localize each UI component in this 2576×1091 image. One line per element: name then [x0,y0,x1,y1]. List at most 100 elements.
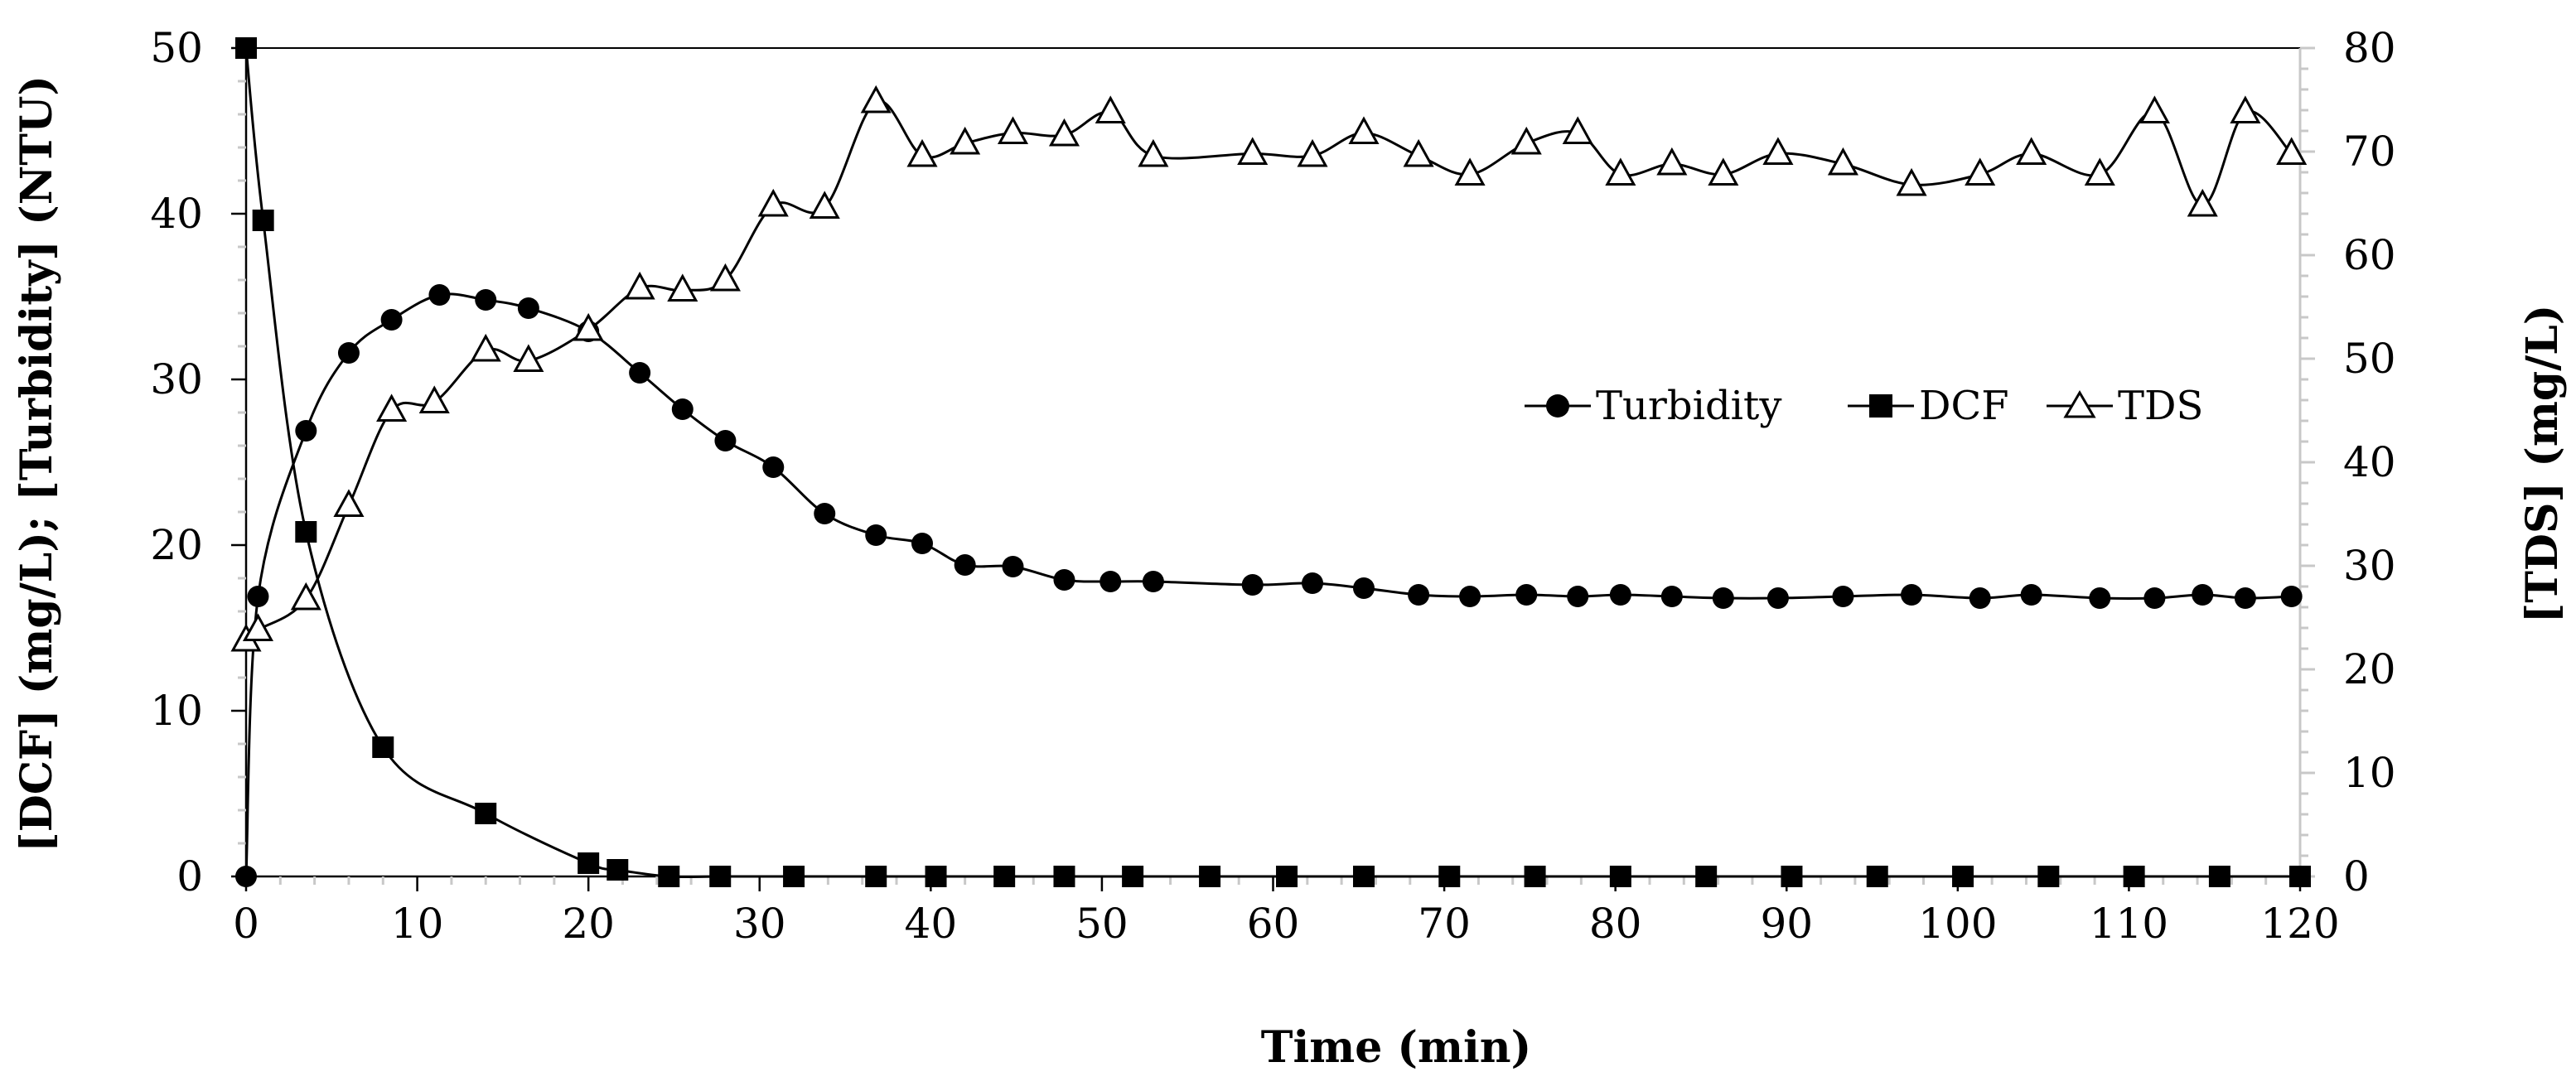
tds-point [1048,118,1080,147]
turbidity-point [1660,586,1683,607]
legend-turbidity-label: Turbidity [1596,383,1781,429]
turbidity-point [2234,587,2256,609]
legend-turbidity-marker [1546,394,1569,418]
dcf-point [1122,866,1144,887]
dcf-line [244,47,2300,879]
turbidity-point [714,430,737,451]
legend-tds-label: TDS [2118,383,2203,429]
turbidity-point [1053,569,1075,591]
x-tick-label: 110 [2090,900,2168,948]
tds-point [709,263,741,292]
dcf-point [925,866,947,887]
x-tick-label: 50 [1075,900,1129,948]
dcf-point [372,736,394,758]
turbidity-point [517,297,539,319]
legend-tds-marker [2063,390,2096,418]
y2-tick-label: 20 [2343,645,2396,693]
tds-point [242,613,274,641]
dcf-point [783,866,805,887]
turbidity-point [2280,586,2303,607]
y2-tick-label: 60 [2343,231,2396,279]
series-lines [244,47,2300,879]
x-tick-label: 20 [562,900,615,948]
dcf-point [865,866,887,887]
dcf-point [1781,866,1803,887]
turbidity-point [865,524,887,546]
tds-point [1605,157,1636,186]
tds-point [513,344,544,372]
x-tick-label: 40 [905,900,958,948]
tds-point [1896,167,1927,196]
x-axis-title: Time (min) [1261,1022,1531,1073]
tds-point [290,582,321,611]
y-axis-title: [DCF] (mg/L); [Turbidity] (NTU) [12,75,62,852]
turbidity-point [247,586,269,607]
turbidity-point [475,289,497,311]
turbidity-point [1766,587,1789,609]
dcf-point [993,866,1016,887]
dcf-point [1199,866,1221,887]
dcf-point [1524,866,1546,887]
tds-point [860,84,892,113]
dcf-point [1352,866,1375,887]
tds-point [376,393,408,422]
tds-point [573,312,604,341]
tds-point [1138,138,1169,167]
tds-point [1708,157,1739,186]
turbidity-point [1515,584,1538,606]
x-tick-label: 120 [2260,900,2339,948]
turbidity-point [1969,587,1991,609]
y-tick-label: 50 [150,24,203,72]
x-tick-label: 70 [1418,900,1471,948]
x-tick-label: 80 [1589,900,1642,948]
dcf-point [475,803,497,824]
y2-tick-label: 0 [2343,852,2370,900]
y2-tick-label: 80 [2343,24,2396,72]
turbidity-point [1832,586,1854,607]
tds-point [1827,147,1858,176]
legend-dcf-marker [1869,394,1892,418]
turbidity-point [1241,574,1264,596]
dcf-point [1276,866,1298,887]
tds-point [950,126,981,155]
dcf-point [295,521,317,543]
turbidity-point [428,284,451,306]
y-tick-label: 30 [150,355,203,403]
tds-point [809,191,840,219]
tds-point [1656,147,1688,176]
turbidity-point [1408,584,1430,606]
tds-point [1510,126,1542,155]
y2-axis-title: [TDS] (mg/L) [2517,305,2568,624]
tds-point [1237,137,1269,165]
tds-point [2084,157,2115,186]
turbidity-point [2143,587,2166,609]
tds-point [418,385,450,413]
dcf-point [1695,866,1718,887]
tds-point [667,273,698,302]
x-tick-label: 90 [1760,900,1813,948]
x-tick-label: 30 [733,900,786,948]
y-tick-label: 40 [150,190,203,238]
legend: Turbidity DCF TDS [1525,383,2203,429]
tds-point [1403,138,1434,167]
turbidity-point [954,554,976,576]
y-tick-label: 20 [150,521,203,569]
tds-point [470,333,501,362]
y2-tick-label: 10 [2343,749,2396,797]
turbidity-point [1712,587,1734,609]
turbidity-point [1002,556,1024,577]
x-tick-label: 100 [1918,900,1997,948]
y2-tick-label: 30 [2343,542,2396,590]
turbidity-point [380,309,403,331]
tds-point [2187,188,2218,217]
tds-point [1348,116,1380,144]
turbidity-line [244,292,2292,877]
dcf-point [1438,866,1461,887]
dcf-point [2123,866,2145,887]
legend-dcf-label: DCF [1919,383,2009,429]
series-markers [230,37,2311,887]
tds-point [333,489,365,517]
turbidity-point [814,503,836,524]
dcf-point [658,866,680,887]
